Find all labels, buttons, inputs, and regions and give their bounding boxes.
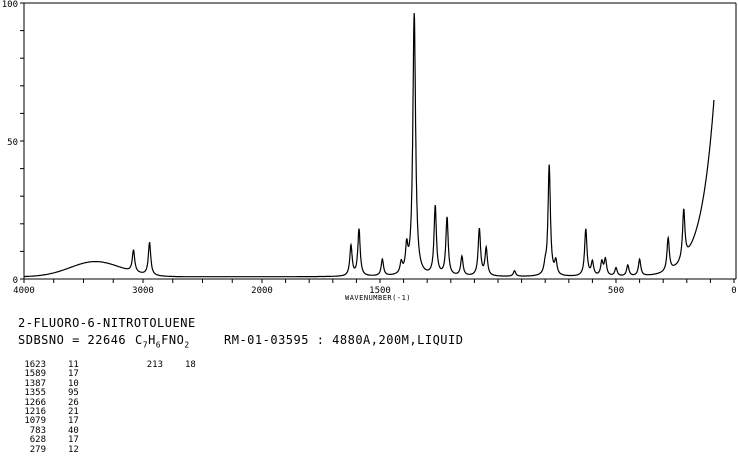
raman-spectrum-chart: 0 50 100 4000 3000 2000 1500 500 0 [2,0,737,296]
y-tick-label: 50 [7,138,18,148]
peak-intensity: 40 [68,425,79,436]
peak-wavenumber: 1266 [24,397,46,408]
x-tick-label: 0 [731,286,736,296]
x-tick-label: 3000 [132,286,154,296]
peak-intensity: 95 [68,388,79,399]
x-axis-label: WAVENUMBER(-1) [345,294,412,302]
formula-c-count: 7 [142,340,149,350]
x-tick-label: 1500 [369,286,391,296]
x-tick-label: 4000 [13,286,35,296]
peak-intensity: 10 [68,378,79,389]
compound-name: 2-FLUORO-6-NITROTOLUENE [18,316,196,330]
peak-row: 1355 95 [18,388,98,399]
peak-row: 1266 26 [18,397,98,408]
peak-wavenumber: 279 [29,444,46,455]
formula-c: C [135,333,143,347]
peak-intensity: 21 [68,407,79,418]
peak-intensity: 17 [68,435,79,446]
peak-wavenumber: 783 [29,425,46,436]
peak-intensity: 11 [68,360,79,370]
sdbs-number: SDBSNO = 22646 [18,333,127,347]
peak-wavenumber: 1216 [24,407,46,418]
molecular-formula: C7H6FNO2 [135,333,190,349]
peak-table-col1: 1623 11 1589 17 1387 10 1355 95 1266 26 1216 21 1079… [18,360,98,455]
peak-row: 1623 11 [18,360,98,370]
peak-intensity: 17 [68,369,79,380]
peak-row: 279 12 [18,444,98,455]
peak-wavenumber: 1387 [24,378,46,389]
formula-h: H [148,333,156,347]
formula-o-count: 2 [184,340,190,350]
formula-h-count: 6 [155,340,162,350]
y-tick-label: 100 [2,0,18,10]
peak-wavenumber: 1623 [24,360,46,370]
peak-wavenumber: 1079 [24,416,46,427]
x-tick-label: 2000 [251,286,273,296]
peak-table-col2: 213 18 [135,360,215,370]
measurement-info: RM-01-03595 : 4880A,200M,LIQUID [224,333,464,347]
peak-intensity: 17 [68,416,79,427]
formula-rest: FNO [161,333,185,347]
peak-intensity: 26 [68,397,79,408]
peak-row: 628 17 [18,435,98,446]
peak-row: 213 18 [135,360,215,370]
peak-wavenumber: 1355 [24,388,46,399]
x-tick-label: 500 [608,286,624,296]
peak-wavenumber: 628 [29,435,46,446]
peak-row: 1216 21 [18,407,98,418]
peak-wavenumber: 1589 [24,369,46,380]
peak-wavenumber: 213 [146,360,163,370]
peak-row: 1079 17 [18,416,98,427]
spectrum-line [24,12,715,278]
peak-intensity: 18 [185,360,196,370]
peak-row: 1589 17 [18,369,98,380]
peak-intensity: 12 [68,444,79,455]
peak-row: 1387 10 [18,378,98,389]
peak-row: 783 40 [18,425,98,436]
y-tick-label: 0 [13,276,18,286]
